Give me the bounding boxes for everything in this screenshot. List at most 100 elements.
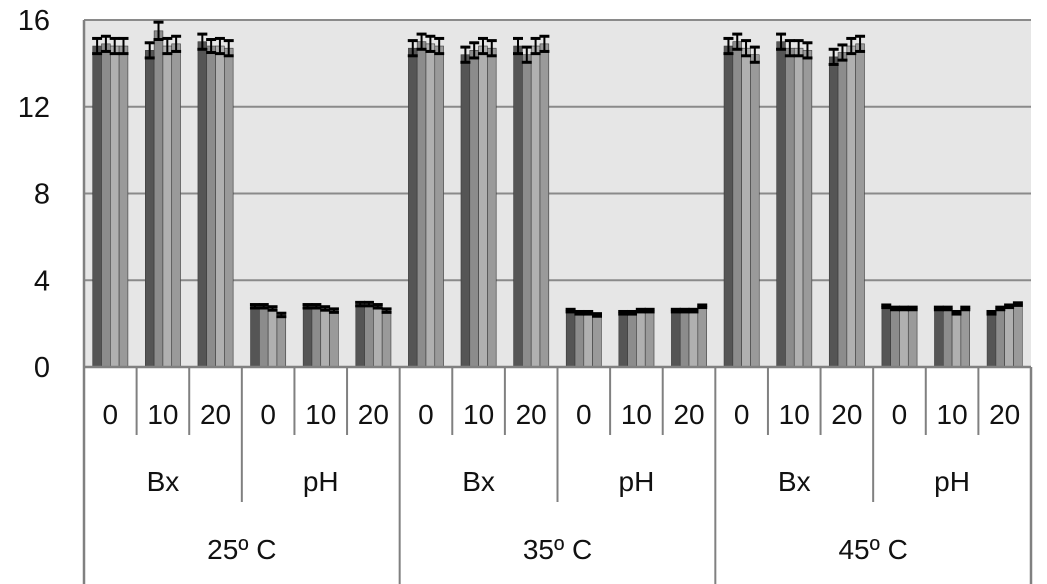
bar	[697, 305, 707, 368]
x-category-label: 20	[831, 399, 862, 430]
bar	[583, 312, 593, 368]
x-category-label: 0	[576, 399, 592, 430]
bar	[776, 41, 786, 368]
x-group-label: Bx	[147, 466, 180, 497]
bar	[487, 47, 497, 368]
bar	[837, 52, 848, 368]
bar	[627, 312, 637, 368]
y-tick-label: 8	[34, 179, 50, 211]
bar	[750, 54, 760, 368]
bar	[162, 45, 173, 368]
x-category-label: 20	[989, 399, 1020, 430]
bar	[311, 305, 322, 368]
bar	[434, 45, 444, 368]
error-bars	[92, 20, 1023, 319]
bar	[408, 47, 418, 368]
y-axis-tick-labels: 0 4 8 12 16	[18, 5, 50, 384]
x-category-label: 0	[734, 399, 750, 430]
bar	[145, 50, 155, 368]
x-group-label: pH	[303, 466, 339, 497]
bar	[416, 41, 427, 368]
bar	[469, 50, 479, 368]
bar	[793, 47, 804, 368]
bar	[153, 30, 164, 368]
bar	[960, 308, 970, 368]
x-axis-category-table: 0 10 20 0 10 20 0 10 20 0 10 20 0 10 20 0 10 20 Bx pH Bx pH Bx…	[82, 20, 1033, 584]
bar	[329, 310, 339, 368]
x-category-label: 10	[621, 399, 652, 430]
bar	[688, 310, 699, 368]
bars	[92, 30, 1023, 368]
bar	[101, 43, 111, 368]
bar	[197, 41, 208, 368]
x-temperature-label: 35º C	[523, 534, 592, 565]
bar	[513, 45, 523, 368]
bar	[732, 41, 742, 368]
x-category-label: 20	[673, 399, 704, 430]
bar	[267, 308, 278, 368]
bar	[171, 43, 181, 368]
bar	[259, 305, 269, 368]
y-tick-label: 16	[18, 5, 50, 37]
bar	[995, 308, 1005, 368]
x-group-label: pH	[934, 466, 970, 497]
bar	[206, 45, 216, 368]
bar	[679, 310, 690, 368]
gridlines	[84, 19, 1031, 282]
bar	[381, 310, 392, 368]
bar	[215, 45, 225, 368]
bar	[907, 308, 918, 368]
bar	[644, 310, 655, 368]
bar	[934, 308, 944, 368]
x-category-label: 10	[779, 399, 810, 430]
bar	[741, 47, 751, 368]
bar	[723, 45, 734, 368]
bar	[530, 45, 541, 368]
bar	[522, 54, 532, 368]
x-category-label: 0	[892, 399, 908, 430]
bar	[890, 308, 900, 368]
x-category-label: 10	[305, 399, 336, 430]
y-tick-label: 4	[34, 265, 50, 297]
bar	[320, 308, 330, 368]
x-category-label: 10	[463, 399, 494, 430]
bar	[110, 45, 120, 368]
bar	[478, 45, 488, 368]
bar	[118, 45, 129, 368]
bar	[986, 312, 997, 368]
bar	[92, 45, 102, 368]
bar	[636, 310, 646, 368]
bar	[425, 43, 436, 368]
bar	[855, 43, 865, 368]
bar	[1004, 305, 1014, 368]
x-group-label: Bx	[778, 466, 811, 497]
bar	[785, 47, 795, 368]
bar	[250, 305, 260, 368]
bar	[276, 314, 287, 368]
y-tick-label: 12	[18, 92, 50, 124]
x-group-label: pH	[619, 466, 655, 497]
bar	[951, 312, 962, 368]
bar	[574, 312, 585, 368]
x-group-label: Bx	[462, 466, 495, 497]
x-category-label: 10	[937, 399, 968, 430]
x-category-label: 0	[260, 399, 276, 430]
x-category-label: 20	[516, 399, 547, 430]
x-category-label: 10	[147, 399, 178, 430]
bar	[539, 43, 550, 368]
bar	[302, 305, 313, 368]
x-temperature-label: 45º C	[838, 534, 907, 565]
x-category-label: 0	[103, 399, 119, 430]
bar	[224, 47, 234, 368]
bar	[618, 312, 628, 368]
bar	[1013, 303, 1023, 368]
x-temperature-label: 25º C	[207, 534, 276, 565]
bar	[671, 310, 681, 368]
bar	[942, 308, 953, 368]
bar	[355, 303, 365, 368]
bar	[364, 303, 374, 368]
bar	[881, 305, 891, 368]
bar	[592, 314, 602, 368]
bar	[373, 305, 383, 368]
